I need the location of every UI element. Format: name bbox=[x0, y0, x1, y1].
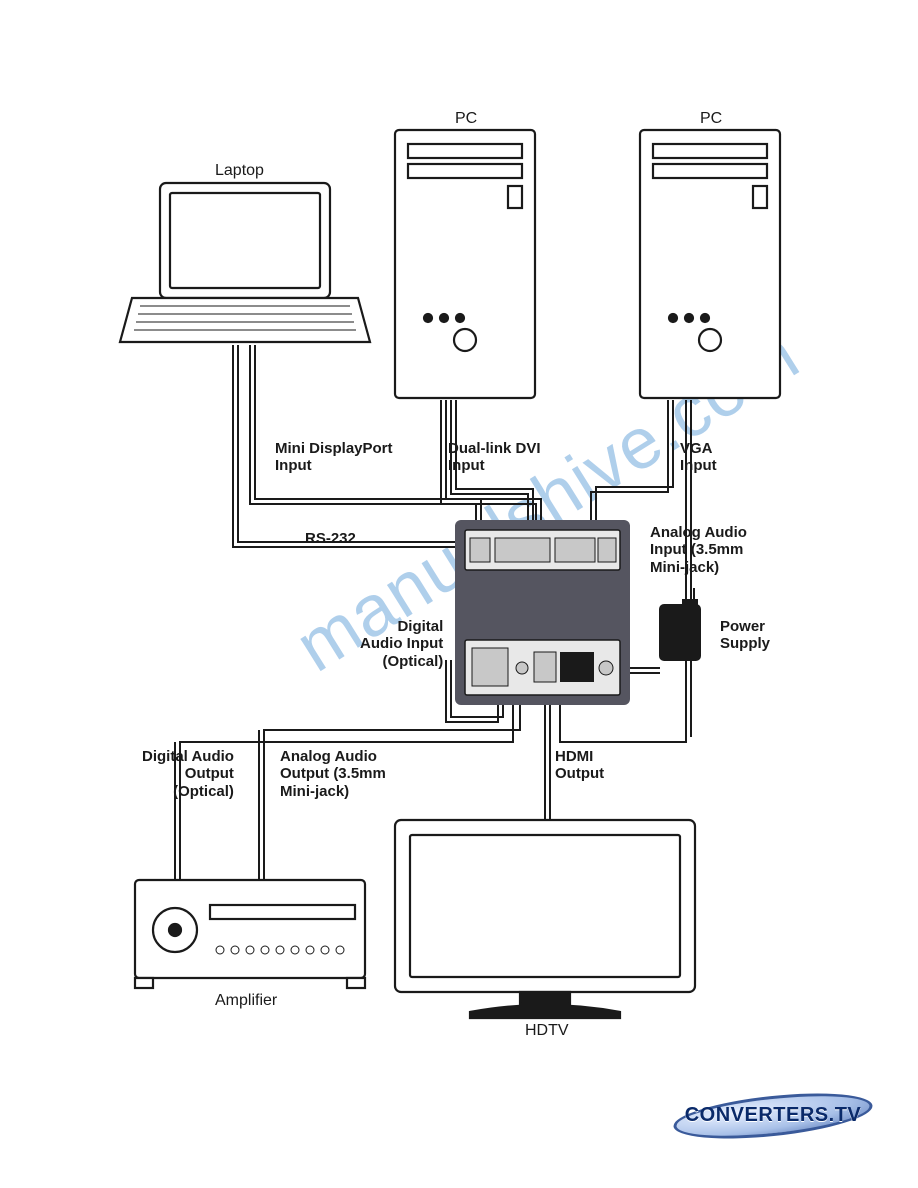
label-power: Power Supply bbox=[720, 618, 770, 653]
device-amplifier bbox=[135, 880, 365, 988]
device-power-supply bbox=[660, 588, 700, 660]
label-digital-in: Digital Audio Input (Optical) bbox=[360, 618, 443, 670]
label-laptop: Laptop bbox=[215, 162, 264, 180]
cable-pc2-vga bbox=[591, 400, 673, 526]
label-mini-dp: Mini DisplayPort Input bbox=[275, 440, 393, 475]
device-pc1 bbox=[395, 130, 535, 398]
label-dvi: Dual-link DVI Input bbox=[448, 440, 541, 475]
cable-hdmi-out bbox=[545, 700, 550, 822]
label-rs232: RS-232 bbox=[305, 530, 356, 547]
label-pc2: PC bbox=[700, 110, 722, 128]
converters-tv-logo: CONVERTERS.TV bbox=[668, 1088, 878, 1143]
label-hdtv: HDTV bbox=[525, 1022, 569, 1040]
label-digital-out: Digital Audio Output (Optical) bbox=[142, 748, 234, 800]
device-pc2 bbox=[640, 130, 780, 398]
device-converter bbox=[455, 520, 630, 705]
label-vga: VGA Input bbox=[680, 440, 717, 475]
logo-text: CONVERTERS.TV bbox=[685, 1104, 862, 1127]
label-pc1: PC bbox=[455, 110, 477, 128]
label-analog-out: Analog Audio Output (3.5mm Mini-jack) bbox=[280, 748, 386, 800]
diagram-svg bbox=[0, 0, 918, 1188]
label-amplifier: Amplifier bbox=[215, 992, 277, 1010]
label-hdmi: HDMI Output bbox=[555, 748, 604, 783]
device-laptop bbox=[120, 183, 370, 342]
label-analog-in: Analog Audio Input (3.5mm Mini-jack) bbox=[650, 524, 747, 576]
connection-diagram: manualshive.com bbox=[0, 0, 918, 1188]
device-hdtv bbox=[395, 820, 695, 1018]
